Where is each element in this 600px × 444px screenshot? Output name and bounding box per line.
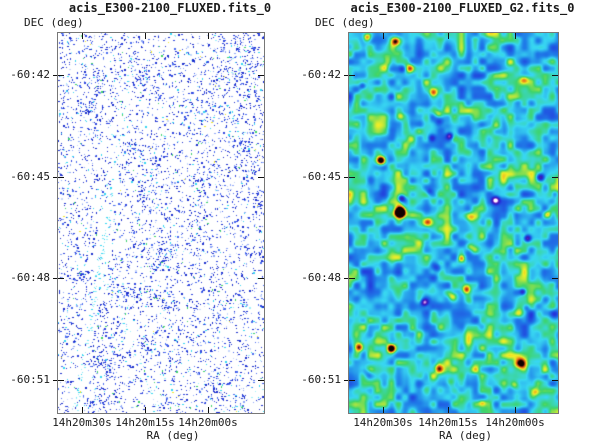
tick-mark [344,177,348,178]
tick-mark [145,407,146,413]
tick-mark [349,278,355,279]
tick-mark [349,177,355,178]
tick-mark [53,75,57,76]
tick-mark [53,380,57,381]
tick-mark [515,407,516,413]
tick-mark [258,177,264,178]
tick-mark [53,278,57,279]
tick-mark [58,75,64,76]
tick-mark [552,278,558,279]
y-tick-label: -60:48 [301,271,341,284]
x-tick-label: 14h20m30s [353,416,413,429]
tick-mark [448,33,449,39]
ra-axis-label: RA (deg) [146,429,200,442]
tick-mark [258,75,264,76]
tick-mark [344,75,348,76]
y-tick-label: -60:45 [10,170,50,183]
tick-mark [552,177,558,178]
tick-mark [552,75,558,76]
tick-mark [258,278,264,279]
y-tick-label: -60:51 [301,373,341,386]
dec-axis-label: DEC (deg) [24,16,84,29]
tick-mark [208,407,209,413]
tick-mark [383,33,384,39]
y-tick-label: -60:45 [301,170,341,183]
y-tick-label: -60:42 [10,68,50,81]
tick-mark [349,380,355,381]
y-tick-label: -60:48 [10,271,50,284]
x-tick-label: 14h20m15s [115,416,175,429]
plot-area-fluxed-g2[interactable] [348,32,559,414]
tick-mark [58,380,64,381]
x-tick-label: 14h20m00s [178,416,238,429]
x-tick-label: 14h20m30s [52,416,112,429]
tick-mark [208,33,209,39]
tick-mark [383,407,384,413]
y-tick-label: -60:42 [301,68,341,81]
tick-mark [344,380,348,381]
plot-area-fluxed[interactable] [57,32,265,414]
ra-axis-label: RA (deg) [439,429,492,442]
sky-image-canvas [58,33,264,413]
tick-mark [552,380,558,381]
tick-mark [58,278,64,279]
tick-mark [82,33,83,39]
tick-mark [344,278,348,279]
y-tick-label: -60:51 [10,373,50,386]
tick-mark [53,177,57,178]
tick-mark [58,177,64,178]
tick-mark [82,407,83,413]
dec-axis-label: DEC (deg) [315,16,375,29]
panel-title: acis_E300-2100_FLUXED.fits_0 [68,1,272,15]
tick-mark [515,33,516,39]
tick-mark [349,75,355,76]
tick-mark [258,380,264,381]
tick-mark [448,407,449,413]
x-tick-label: 14h20m15s [418,416,478,429]
tick-mark [145,33,146,39]
x-tick-label: 14h20m00s [485,416,545,429]
panel-title: acis_E300-2100_FLUXED_G2.fits_0 [350,1,575,15]
sky-image-canvas [349,33,558,413]
